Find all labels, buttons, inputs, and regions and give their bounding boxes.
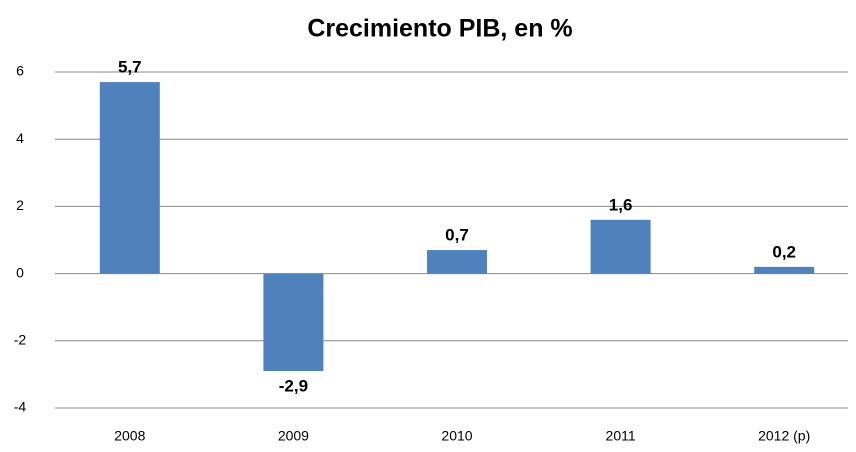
value-label: 5,7 <box>118 58 142 77</box>
bar <box>99 82 160 274</box>
value-label: 0,7 <box>445 226 469 245</box>
x-tick-label: 2010 <box>441 428 472 444</box>
chart-title: Crecimiento PIB, en % <box>307 15 572 43</box>
y-tick-label: 0 <box>16 264 24 280</box>
value-label: 0,2 <box>772 242 796 261</box>
x-tick-label: 2011 <box>606 428 636 444</box>
bar <box>590 219 651 274</box>
y-tick-label: 2 <box>16 197 24 213</box>
bar <box>263 273 324 372</box>
y-tick-label: 4 <box>16 130 24 146</box>
bar <box>754 266 815 274</box>
value-label: -2,9 <box>279 377 308 396</box>
y-tick-label: -2 <box>14 332 27 348</box>
bar <box>427 250 487 274</box>
x-tick-label: 2009 <box>278 428 309 444</box>
value-label: 1,6 <box>609 195 633 214</box>
y-tick-label: 6 <box>16 63 24 79</box>
x-tick-label: 2012 (p) <box>758 428 810 444</box>
x-tick-label: 2008 <box>114 428 145 444</box>
y-tick-label: -4 <box>14 399 27 415</box>
